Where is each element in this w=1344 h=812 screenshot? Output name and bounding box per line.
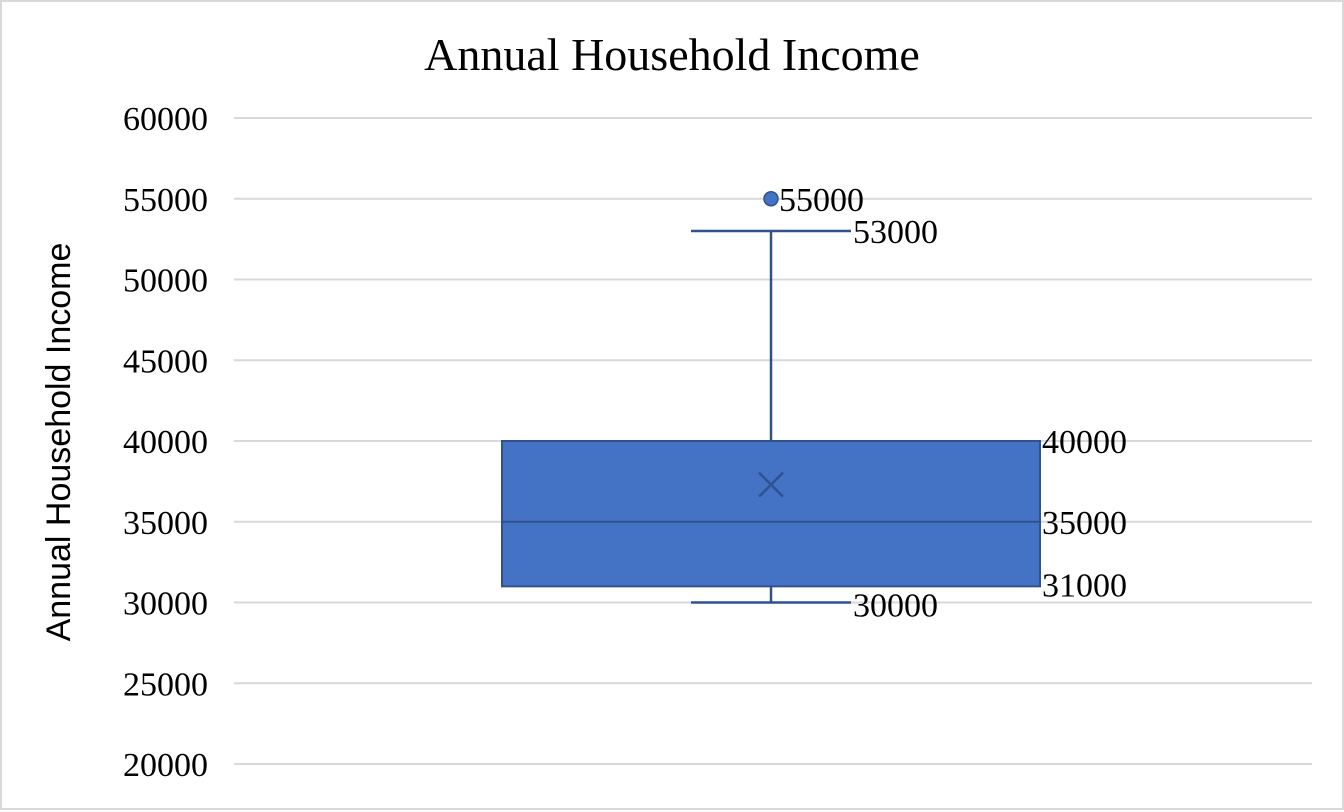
data-label-outlier: 55000 — [779, 182, 864, 219]
iqr-box — [501, 440, 1041, 588]
y-tick-labels: 20000 25000 30000 35000 40000 45000 50000 55000… — [123, 101, 208, 784]
mean-marker-stroke-b — [758, 471, 784, 498]
data-label-median: 35000 — [1042, 505, 1127, 542]
y-tick-label-40000: 40000 — [123, 424, 208, 461]
y-tick-label-30000: 30000 — [123, 586, 208, 623]
y-tick-label-20000: 20000 — [123, 747, 208, 784]
box-plot-series — [501, 191, 1041, 604]
y-tick-label-60000: 60000 — [123, 101, 208, 138]
data-label-q3: 40000 — [1042, 424, 1127, 461]
outlier-point-0 — [763, 191, 779, 207]
data-label-q1: 31000 — [1042, 567, 1127, 604]
data-label-whisker-low: 30000 — [853, 588, 938, 625]
y-tick-label-45000: 45000 — [123, 343, 208, 380]
y-tick-label-35000: 35000 — [123, 505, 208, 542]
y-tick-label-25000: 25000 — [123, 666, 208, 703]
chart-title: Annual Household Income — [424, 29, 920, 80]
data-label-whisker-high: 53000 — [853, 214, 938, 251]
y-axis-label: Annual Household Income — [40, 243, 78, 642]
y-tick-label-50000: 50000 — [123, 263, 208, 300]
y-tick-label-55000: 55000 — [123, 182, 208, 219]
